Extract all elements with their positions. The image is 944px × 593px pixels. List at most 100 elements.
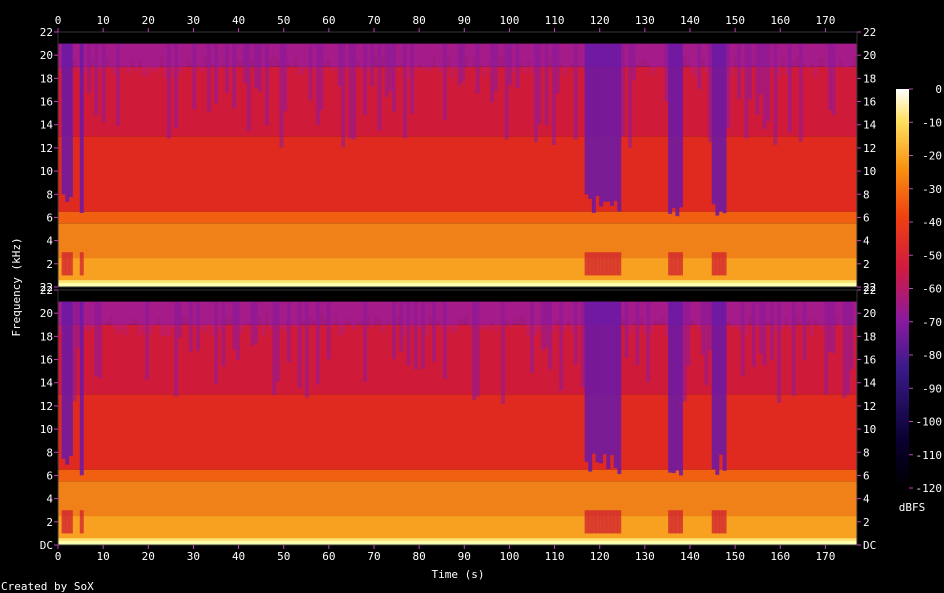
spectrogram-stripe xyxy=(541,301,545,351)
spectrogram-stripe xyxy=(668,510,673,534)
spectrogram-stripe xyxy=(697,43,702,90)
y-tick-label: 16 xyxy=(863,354,876,367)
spectrogram-stripe xyxy=(116,301,121,335)
spectrogram-stripe xyxy=(530,301,535,373)
spectrogram-stripe xyxy=(450,301,455,334)
spectrogram-stripe xyxy=(664,43,669,102)
spectrogram-stripe xyxy=(613,43,618,201)
spectrogram-stripe xyxy=(806,43,811,68)
spectrogram-stripe xyxy=(475,43,480,94)
spectrogram-stripe xyxy=(61,301,66,459)
channel-1-frame xyxy=(57,31,858,288)
spectrogram-stripe xyxy=(101,301,106,326)
spectrogram-band xyxy=(58,223,857,259)
spectrogram-stripe xyxy=(562,301,567,331)
spectrogram-stripe xyxy=(635,43,640,65)
x-tick-label: 160 xyxy=(770,550,790,563)
spectrogram-stripe xyxy=(116,43,121,126)
y-tick-label: 10 xyxy=(863,165,876,178)
spectrogram-stripe xyxy=(105,301,110,321)
spectrogram-stripe xyxy=(570,301,575,333)
spectrogram-stripe xyxy=(123,301,128,336)
spectrogram-stripe xyxy=(61,510,66,534)
spectrogram-stripe xyxy=(127,43,131,74)
spectrogram-stripe xyxy=(294,301,298,327)
spectrogram-stripe xyxy=(461,301,466,319)
spectrogram-stripe xyxy=(580,43,585,69)
spectrogram-stripe xyxy=(711,43,716,205)
spectrogram-stripe xyxy=(352,301,357,330)
y-tick-label: 20 xyxy=(863,49,876,62)
x-tick-label: 50 xyxy=(277,14,290,27)
spectrogram-stripe xyxy=(166,43,171,139)
spectrogram-stripe xyxy=(482,43,487,77)
spectrogram-stripe xyxy=(348,43,353,139)
spectrogram-stripe xyxy=(472,301,476,401)
spectrogram-stripe xyxy=(588,252,593,276)
spectrogram-band xyxy=(58,516,857,539)
spectrogram-stripe xyxy=(806,301,811,320)
spectrogram-stripe xyxy=(457,43,462,86)
spectrogram-stripe xyxy=(83,43,88,73)
x-tick-label: 120 xyxy=(590,14,610,27)
spectrogram-stripe xyxy=(301,43,306,74)
spectrogram-stripe xyxy=(584,301,589,462)
spectrogram-stripe xyxy=(493,43,498,91)
spectrogram-stripe xyxy=(97,43,102,70)
y-tick-label: 18 xyxy=(863,330,876,343)
spectrogram-stripe xyxy=(671,252,676,276)
spectrogram-stripe xyxy=(718,510,723,534)
colorbar-tick-label: -50 xyxy=(922,249,942,262)
spectrogram-stripe xyxy=(370,43,375,87)
spectrogram-stripe xyxy=(715,301,720,475)
spectrogram-stripe xyxy=(68,252,73,276)
spectrogram-stripe xyxy=(599,301,604,464)
x-tick-label: 140 xyxy=(680,550,700,563)
spectrogram-stripe xyxy=(497,43,502,57)
spectrogram-stripe xyxy=(250,301,255,347)
spectrogram-stripe xyxy=(388,43,393,91)
spectrogram-stripe xyxy=(210,43,215,65)
spectrogram-stripe xyxy=(718,301,723,455)
spectrogram-stripe xyxy=(849,43,854,66)
spectrogram-stripe xyxy=(188,301,193,352)
spectrogram-stripe xyxy=(610,301,614,456)
spectrogram-stripe xyxy=(192,43,197,110)
spectrogram-stripe xyxy=(697,301,702,331)
spectrogram-stripe xyxy=(827,301,832,352)
spectrogram-stripe xyxy=(679,301,683,476)
spectrogram-stripe xyxy=(769,301,774,360)
spectrogram-stripe xyxy=(693,43,698,78)
spectrogram-stripe xyxy=(355,43,360,62)
spectrogram-stripe xyxy=(123,43,128,68)
colorbar xyxy=(896,89,909,488)
spectrogram-stripe xyxy=(722,252,727,276)
spectrogram-stripe xyxy=(421,301,426,370)
spectrogram-stripe xyxy=(214,43,219,104)
spectrogram-stripe xyxy=(755,301,760,328)
spectrogram-stripe xyxy=(595,510,600,534)
spectrogram-stripe xyxy=(526,301,531,337)
spectrogram-stripe xyxy=(112,43,117,75)
spectrogram-stripe xyxy=(134,301,139,320)
spectrogram-stripe xyxy=(555,301,560,320)
spectrogram-stripe xyxy=(722,301,727,471)
spectrogram-stripe xyxy=(235,43,240,59)
spectrogram-stripe xyxy=(377,43,382,131)
x-tick-label: 30 xyxy=(187,550,200,563)
spectrogram-stripe xyxy=(533,301,538,336)
spectrogram-stripe xyxy=(784,301,789,319)
spectrogram-stripe xyxy=(315,43,320,125)
spectrogram-stripe xyxy=(413,301,418,370)
y-tick-label: 18 xyxy=(40,72,53,85)
spectrogram-stripe xyxy=(428,301,433,317)
spectrogram-stripe xyxy=(737,301,742,330)
colorbar-tick-label: -60 xyxy=(922,283,942,296)
spectrogram-stripe xyxy=(152,301,157,326)
spectrogram-stripe xyxy=(65,252,70,276)
spectrogram-stripe xyxy=(686,301,691,367)
spectrogram-stripe xyxy=(682,43,687,56)
spectrogram-stripe xyxy=(817,301,821,327)
spectrogram-stripe xyxy=(809,43,814,64)
